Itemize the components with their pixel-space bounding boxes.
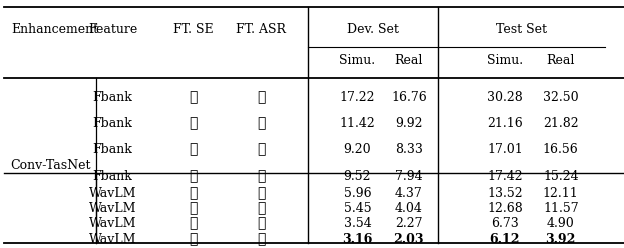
Text: 11.57: 11.57 (543, 202, 578, 215)
Text: Simu.: Simu. (339, 54, 376, 67)
Text: 13.52: 13.52 (487, 187, 523, 200)
Text: 6.12: 6.12 (490, 233, 520, 246)
Text: WavLM: WavLM (89, 202, 136, 215)
Text: ✓: ✓ (257, 116, 265, 130)
Text: 4.04: 4.04 (395, 202, 423, 215)
Text: 5.45: 5.45 (344, 202, 371, 215)
Text: FT. ASR: FT. ASR (236, 23, 286, 36)
Text: 17.42: 17.42 (487, 170, 523, 183)
Text: 17.01: 17.01 (487, 143, 523, 156)
Text: Test Set: Test Set (496, 23, 547, 36)
Text: 15.24: 15.24 (543, 170, 578, 183)
Text: ✓: ✓ (189, 142, 197, 156)
Text: Fbank: Fbank (92, 117, 132, 130)
Text: 6.73: 6.73 (491, 217, 519, 230)
Text: Conv-TasNet: Conv-TasNet (10, 159, 90, 172)
Text: 30.28: 30.28 (487, 91, 523, 104)
Text: 21.82: 21.82 (543, 117, 578, 130)
Text: Feature: Feature (88, 23, 137, 36)
Text: 8.33: 8.33 (395, 143, 423, 156)
Text: Fbank: Fbank (92, 143, 132, 156)
Text: ✗: ✗ (189, 201, 197, 216)
Text: 17.22: 17.22 (339, 91, 375, 104)
Text: WavLM: WavLM (89, 187, 136, 200)
Text: 9.20: 9.20 (344, 143, 371, 156)
Text: 9.52: 9.52 (344, 170, 371, 183)
Text: ✓: ✓ (257, 232, 265, 246)
Text: 3.92: 3.92 (545, 233, 576, 246)
Text: Fbank: Fbank (92, 91, 132, 104)
Text: FT. SE: FT. SE (173, 23, 213, 36)
Text: 3.16: 3.16 (342, 233, 373, 246)
Text: Real: Real (394, 54, 423, 67)
Text: 16.76: 16.76 (391, 91, 427, 104)
Text: 12.11: 12.11 (543, 187, 578, 200)
Text: WavLM: WavLM (89, 217, 136, 230)
Text: 3.54: 3.54 (344, 217, 371, 230)
Text: ✗: ✗ (257, 216, 265, 230)
Text: ✗: ✗ (189, 187, 197, 201)
Text: ✓: ✓ (189, 232, 197, 246)
Text: WavLM: WavLM (89, 233, 136, 246)
Text: ✗: ✗ (257, 91, 265, 104)
Text: 21.16: 21.16 (487, 117, 523, 130)
Text: 11.42: 11.42 (339, 117, 375, 130)
Text: ✗: ✗ (257, 142, 265, 156)
Text: ✗: ✗ (189, 91, 197, 104)
Text: ✗: ✗ (257, 187, 265, 201)
Text: 2.27: 2.27 (395, 217, 422, 230)
Text: Real: Real (547, 54, 575, 67)
Text: 4.90: 4.90 (547, 217, 575, 230)
Text: 32.50: 32.50 (543, 91, 578, 104)
Text: ✓: ✓ (257, 201, 265, 216)
Text: ✓: ✓ (257, 169, 265, 184)
Text: Fbank: Fbank (92, 170, 132, 183)
Text: Enhancement: Enhancement (11, 23, 99, 36)
Text: ✓: ✓ (189, 169, 197, 184)
Text: Simu.: Simu. (487, 54, 523, 67)
Text: Dev. Set: Dev. Set (347, 23, 399, 36)
Text: 7.94: 7.94 (395, 170, 422, 183)
Text: ✓: ✓ (189, 216, 197, 230)
Text: 4.37: 4.37 (395, 187, 422, 200)
Text: 16.56: 16.56 (543, 143, 578, 156)
Text: 2.03: 2.03 (394, 233, 424, 246)
Text: ✗: ✗ (189, 116, 197, 130)
Text: 12.68: 12.68 (487, 202, 523, 215)
Text: 9.92: 9.92 (395, 117, 422, 130)
Text: 5.96: 5.96 (344, 187, 371, 200)
